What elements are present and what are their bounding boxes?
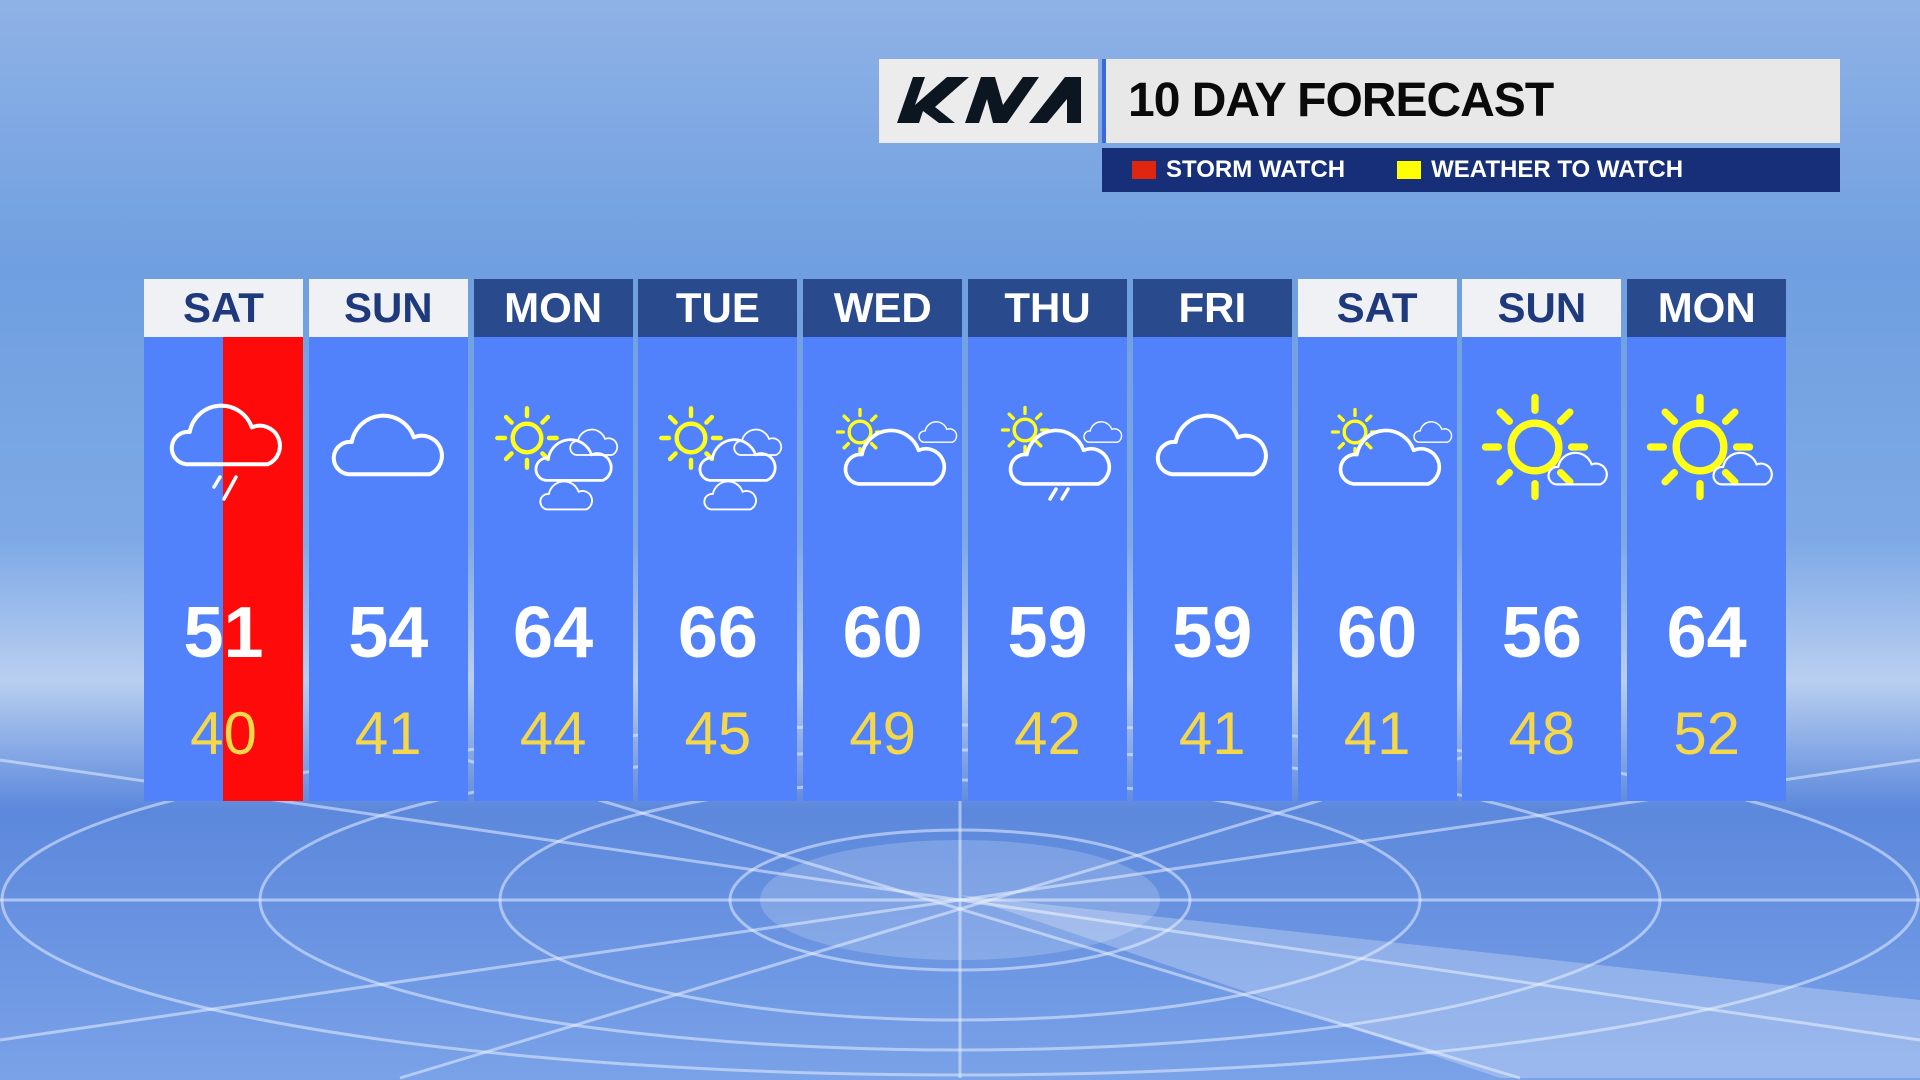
day-label: MON	[473, 279, 633, 337]
legend-weather-to-watch: WEATHER TO WATCH	[1397, 156, 1683, 184]
rain-cloud-icon	[144, 377, 303, 501]
day-body: 54 41	[308, 337, 468, 801]
mostly-sunny-icon	[1462, 377, 1609, 517]
partly-cloudy-icon	[638, 377, 783, 511]
high-temp: 66	[677, 593, 758, 673]
day-column: WED 60 49	[803, 279, 963, 801]
day-body: 51 40	[144, 337, 303, 801]
day-body: 66 45	[638, 337, 798, 801]
day-body: 60 41	[1297, 337, 1457, 801]
high-temp: 64	[513, 593, 594, 673]
day-body: 59 41	[1132, 337, 1292, 801]
legend-label: STORM WATCH	[1166, 156, 1346, 183]
low-temp: 49	[849, 700, 917, 767]
day-label: WED	[803, 279, 963, 337]
high-temp: 54	[348, 593, 429, 673]
day-column: SUN 56 48	[1462, 279, 1622, 801]
low-temp: 52	[1673, 700, 1741, 767]
day-label: SAT	[1297, 279, 1457, 337]
cloud-icon	[1133, 377, 1292, 517]
day-label: MON	[1627, 279, 1787, 337]
legend: STORM WATCH WEATHER TO WATCH	[1102, 148, 1840, 192]
cloud-icon	[309, 377, 468, 517]
partly-cloudy-icon	[474, 377, 618, 511]
storm-watch-swatch	[1132, 161, 1156, 179]
kia-logo	[879, 59, 1098, 143]
high-temp: 59	[1172, 593, 1253, 673]
mostly-sunny-icon	[1627, 377, 1774, 517]
high-temp: 60	[1337, 593, 1418, 673]
day-column: SAT 60 41	[1297, 279, 1457, 801]
day-body: 56 48	[1462, 337, 1622, 801]
low-temp: 42	[1014, 700, 1081, 767]
day-label: TUE	[638, 279, 798, 337]
day-label: FRI	[1132, 279, 1292, 337]
high-temp: 51	[183, 593, 264, 673]
day-column: FRI 59 41	[1132, 279, 1292, 801]
day-label: SUN	[1462, 279, 1622, 337]
day-column: TUE 66 45	[638, 279, 798, 801]
low-temp: 48	[1508, 700, 1576, 767]
day-label: THU	[968, 279, 1127, 337]
high-temp: 56	[1501, 593, 1582, 673]
low-temp: 44	[519, 700, 587, 767]
day-column: SAT 51 40	[144, 279, 303, 801]
day-label: SUN	[308, 279, 468, 337]
low-temp: 40	[190, 700, 257, 767]
page-title: 10 DAY FORECAST	[1128, 74, 1554, 127]
day-body: 59 42	[968, 337, 1127, 801]
day-column: MON 64 44	[473, 279, 633, 801]
mostly-cloudy-icon	[836, 407, 958, 486]
high-temp: 60	[842, 593, 923, 673]
mostly-cloudy-icon	[1330, 407, 1452, 486]
day-column: MON 64 52	[1627, 279, 1787, 801]
day-body: 64 44	[473, 337, 633, 801]
day-body: 64 52	[1627, 337, 1787, 801]
day-column: THU 59 42	[968, 279, 1127, 801]
day-column: SUN 54 41	[308, 279, 468, 801]
high-temp: 64	[1666, 593, 1747, 673]
mostly-cloudy-rain-icon	[1000, 405, 1123, 501]
title-box: 10 DAY FORECAST	[1102, 59, 1840, 143]
low-temp: 41	[1343, 700, 1411, 767]
day-label: SAT	[144, 279, 303, 337]
legend-storm-watch: STORM WATCH	[1132, 156, 1345, 184]
high-temp: 59	[1007, 593, 1088, 673]
low-temp: 41	[1178, 700, 1246, 767]
low-temp: 41	[354, 700, 422, 767]
day-body: 60 49	[803, 337, 963, 801]
storm-watch-highlight	[223, 337, 303, 801]
legend-label: WEATHER TO WATCH	[1431, 156, 1684, 183]
low-temp: 45	[684, 700, 752, 767]
weather-to-watch-swatch	[1397, 161, 1422, 179]
